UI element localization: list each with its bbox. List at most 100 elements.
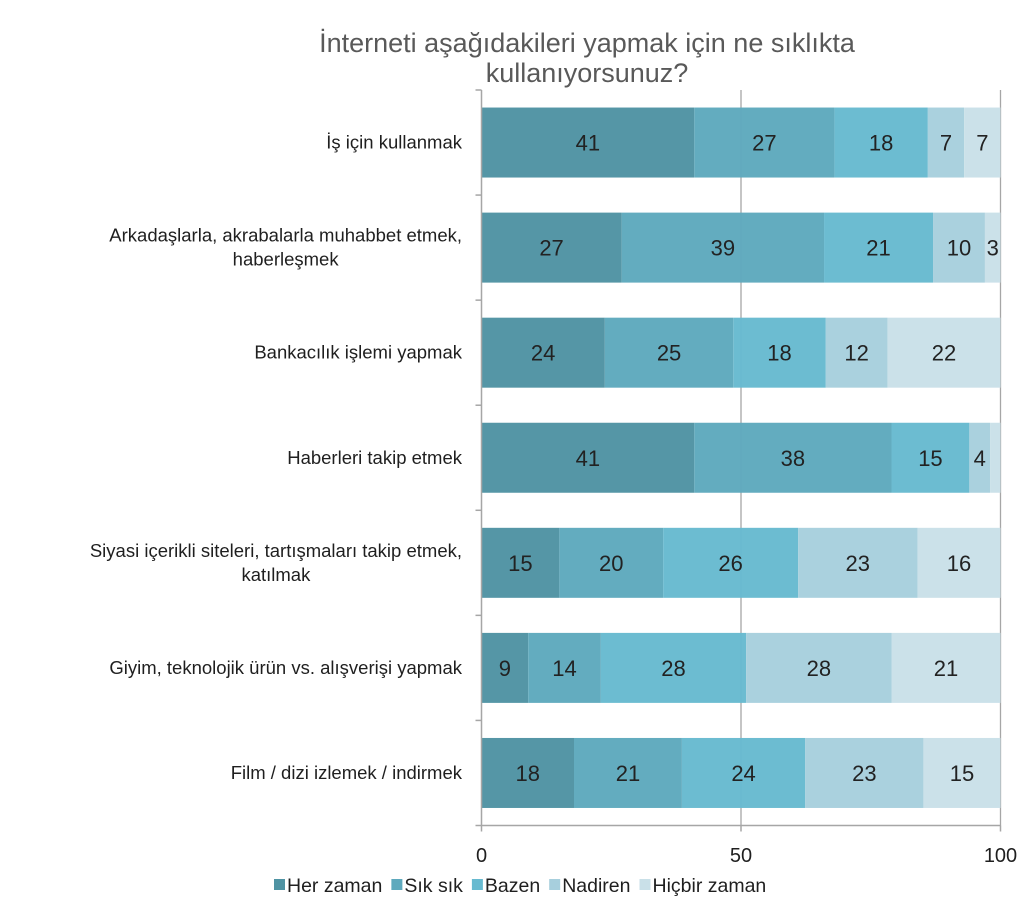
legend: Her zaman Sık sık Bazen Nadiren Hiçbir zaman [274,875,766,897]
category-label-text: Bankacılık işlemi yapmak [254,342,462,363]
legend-item: Her zaman [274,875,382,897]
category-label-text: Giyim, teknolojik ürün vs. alışverişi ya… [109,657,462,678]
bar-segment [481,527,560,598]
legend-label: Bazen [485,875,540,897]
category-label: Film / dizi izlemek / indirmek [231,762,463,783]
category-label-text: Film / dizi izlemek / indirmek [231,762,463,783]
bar-row: 9 14 28 28 21 [481,632,1001,703]
category-label-line: Siyasi içerikli siteleri, tartışmaları t… [90,540,462,561]
bar-segment [481,632,529,703]
legend-swatch [471,879,483,890]
bars: 41 27 18 7 7 27 39 21 10 3 24 25 18 12 22 41 38 15 4 15 20 26… [481,107,1001,808]
category-label-line: Giyim, teknolojik ürün vs. alışverişi ya… [109,657,462,678]
legend-swatch [639,879,651,890]
category-label: Bankacılık işlemi yapmak [254,342,462,363]
bar-segment [798,527,918,598]
bar-segment [984,212,1001,283]
bar-segment [663,527,799,598]
x-tick-label: 50 [730,845,752,867]
legend-label: Hiçbir zaman [652,875,766,897]
bar-segment [891,422,970,493]
data-label: 16 [947,551,971,576]
category-label: Giyim, teknolojik ürün vs. alışverişi ya… [109,657,462,678]
legend-item: Hiçbir zaman [639,875,766,897]
category-label: İş için kullanmak [326,132,462,153]
data-label: 24 [731,761,755,786]
category-label-text: Haberleri takip etmek [287,447,463,468]
data-label: 18 [869,131,893,156]
data-label: 14 [552,656,576,681]
category-label-line: Haberleri takip etmek [287,447,463,468]
bar-segment [933,212,985,283]
data-label: 41 [576,131,600,156]
bar-segment [528,632,601,703]
data-label: 24 [531,341,555,366]
bar-segment [694,107,835,178]
bar-segment [964,107,1001,178]
bar-row: 15 20 26 23 16 [481,527,1001,598]
bar-segment [917,527,1001,598]
legend-swatch [391,879,403,890]
data-label: 23 [852,761,876,786]
category-label-text: İş için kullanmak [326,132,462,153]
bar-segment [805,737,924,808]
category-label: Siyasi içerikli siteleri, tartışmaları t… [90,540,462,585]
data-label: 41 [576,446,600,471]
chart-title-line: İnterneti aşağıdakileri yapmak için ne s… [319,27,856,58]
data-label: 7 [976,131,988,156]
category-label-line: Film / dizi izlemek / indirmek [231,762,463,783]
bar-row: 27 39 21 10 3 [481,212,1001,283]
data-label: 39 [711,236,735,261]
legend-label: Her zaman [287,875,382,897]
bar-segment [891,632,1001,703]
bar-segment [969,422,991,493]
category-label-line: haberleşmek [233,249,340,270]
data-label: 18 [516,761,540,786]
bar-segment [694,422,892,493]
chart-title: İnterneti aşağıdakileri yapmak için ne s… [319,27,856,88]
bar-segment [621,212,825,283]
legend-swatch [274,879,285,890]
legend-label: Nadiren [562,875,630,897]
data-label: 7 [940,131,952,156]
category-label: Arkadaşlarla, akrabalarla muhabbet etmek… [109,225,462,270]
data-label: 21 [866,236,890,261]
data-label: 28 [661,656,685,681]
bar-segment [887,317,1001,388]
bar-segment [604,317,734,388]
legend-item: Bazen [471,875,540,897]
data-label: 3 [987,236,999,261]
bar-segment [600,632,747,703]
data-label: 12 [844,341,868,366]
data-label: 9 [499,656,511,681]
bar-segment [481,107,695,178]
legend-item: Nadiren [549,875,630,897]
bar-segment [573,737,682,808]
x-tick-label: 100 [984,845,1017,867]
category-label-line: İş için kullanmak [326,132,462,153]
data-label: 27 [539,236,563,261]
legend-label: Sık sık [404,875,463,897]
data-label: 21 [934,656,958,681]
data-label: 15 [508,551,532,576]
bar-segment [481,212,622,283]
category-label-text: Siyasi içerikli siteleri, tartışmaları t… [90,540,462,585]
bar-segment [746,632,892,703]
data-label: 38 [781,446,805,471]
category-label-line: katılmak [241,564,311,585]
bar-row: 18 21 24 23 15 [481,737,1001,808]
category-label: Haberleri takip etmek [287,447,463,468]
bar-segment [481,422,695,493]
legend-item: Sık sık [391,875,463,897]
category-label-text: Arkadaşlarla, akrabalarla muhabbet etmek… [109,225,462,270]
data-label: 18 [767,341,791,366]
chart-title-line: kullanıyorsunuz? [486,58,689,88]
bar-segment [481,737,574,808]
x-tick-labels: 0 50 100 [476,845,1017,867]
bar-segment [481,317,605,388]
data-label: 10 [947,236,971,261]
bar-segment [825,317,888,388]
category-label-line: Arkadaşlarla, akrabalarla muhabbet etmek… [109,225,462,246]
category-label-line: Bankacılık işlemi yapmak [254,342,462,363]
